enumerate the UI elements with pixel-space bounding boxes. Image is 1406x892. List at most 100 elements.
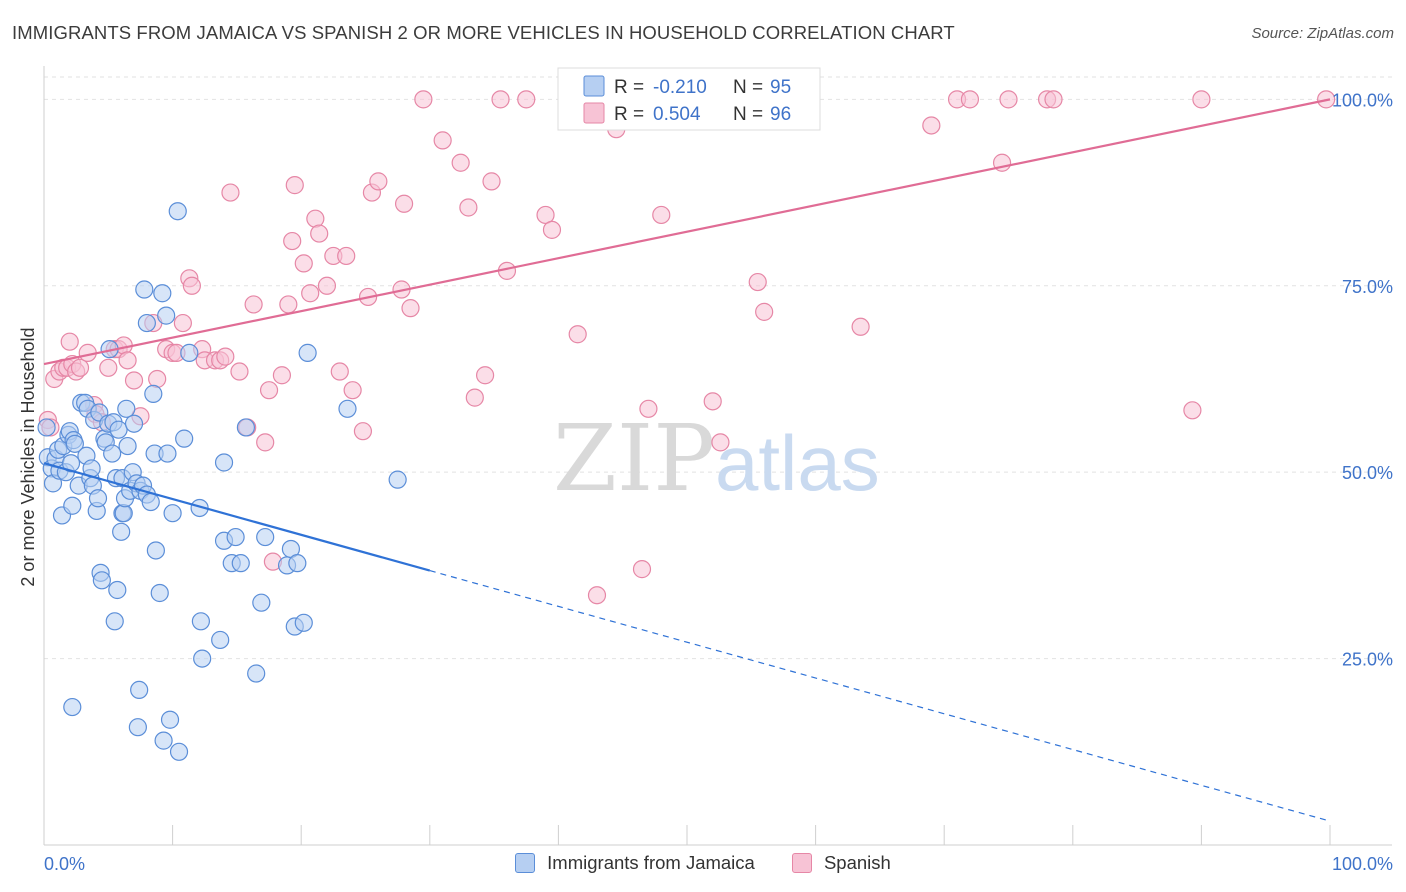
spanish-point — [1192, 90, 1211, 109]
spanish-point — [459, 198, 478, 217]
jamaica-point — [294, 613, 313, 632]
y-tick-label: 75.0% — [1342, 277, 1393, 297]
spanish-point — [999, 90, 1018, 109]
legend-jamaica-r-label: R = — [614, 77, 644, 98]
spanish-point — [148, 369, 167, 389]
stats-legend: R = -0.210 N = 95 R = 0.504 N = 96 — [557, 67, 821, 131]
spanish-point — [118, 351, 137, 370]
legend-item-jamaica: Immigrants from Jamaica — [515, 852, 755, 874]
spanish-point — [256, 433, 275, 452]
jamaica-point — [214, 453, 234, 472]
jamaica-point — [168, 202, 187, 221]
spanish-point — [70, 358, 90, 377]
spanish-point — [1044, 90, 1063, 109]
jamaica-trend-extension — [429, 570, 1331, 822]
spanish-point — [285, 176, 304, 195]
jamaica-point — [388, 470, 407, 489]
jamaica-trend-line — [43, 462, 431, 572]
legend-item-jamaica-swatch — [515, 853, 536, 873]
legend-spanish-r-label: R = — [614, 104, 644, 125]
jamaica-point — [88, 489, 108, 508]
source-credit: Source: ZipAtlas.com — [1251, 25, 1394, 42]
x-tick-label: 100.0% — [1332, 854, 1393, 874]
spanish-point — [517, 90, 536, 109]
spanish-point — [703, 392, 722, 411]
spanish-point — [451, 153, 470, 172]
spanish-point — [306, 209, 325, 228]
spanish-point — [401, 299, 420, 318]
jamaica-point — [180, 343, 199, 362]
spanish-point — [294, 254, 313, 273]
y-tick-label: 100.0% — [1332, 90, 1393, 110]
spanish-trend-line — [43, 98, 1331, 366]
y-axis-label: 2 or more Vehicles in Household — [18, 327, 38, 586]
jamaica-point — [118, 436, 137, 456]
spanish-point — [748, 272, 767, 292]
spanish-point — [491, 90, 510, 109]
trend-lines — [43, 98, 1331, 822]
legend-spanish-n-value: 96 — [770, 104, 791, 125]
spanish-point — [310, 224, 329, 243]
jamaica-point — [117, 399, 136, 418]
jamaica-point — [154, 731, 173, 750]
spanish-point — [755, 302, 774, 321]
spanish-point — [301, 284, 320, 303]
spanish-point — [414, 90, 433, 109]
spanish-point — [317, 276, 337, 295]
spanish-point — [475, 366, 495, 385]
jamaica-point — [338, 399, 357, 418]
jamaica-point — [231, 554, 250, 573]
spanish-point — [632, 560, 652, 579]
jamaica-point — [298, 343, 317, 362]
tick-labels: 25.0% 50.0% 75.0% 100.0% 0.0% 100.0% — [44, 90, 1393, 874]
legend-spanish-n-label: N = — [733, 104, 763, 125]
jamaica-point — [130, 680, 149, 700]
jamaica-point — [108, 580, 127, 600]
legend-item-spanish-label: Spanish — [823, 852, 891, 873]
watermark-atlas: atlas — [715, 419, 880, 507]
spanish-point — [922, 116, 941, 135]
legend-item-spanish: Spanish — [791, 852, 891, 874]
spanish-point — [283, 231, 302, 251]
jamaica-point — [92, 571, 111, 590]
jamaica-point — [193, 649, 212, 668]
jamaica-point — [169, 742, 189, 761]
jamaica-point — [63, 697, 82, 717]
spanish-point — [711, 433, 730, 452]
jamaica-point — [109, 420, 128, 439]
spanish-point — [482, 172, 501, 191]
jamaica-point — [137, 313, 156, 333]
y-tick-label: 25.0% — [1342, 650, 1393, 670]
jamaica-point — [144, 384, 163, 403]
spanish-point — [272, 366, 292, 385]
legend-jamaica-r-value: -0.210 — [653, 77, 707, 98]
spanish-point — [124, 371, 144, 390]
spanish-point — [244, 295, 263, 314]
series-legend: Immigrants from Jamaica Spanish — [0, 852, 1406, 878]
spanish-point — [433, 131, 452, 150]
jamaica-point — [146, 541, 165, 560]
jamaica-point — [112, 522, 131, 541]
spanish-point — [1183, 401, 1202, 420]
jamaica-point — [105, 612, 124, 631]
spanish-point — [330, 362, 349, 381]
jamaica-point — [63, 496, 82, 515]
jamaica-point — [150, 583, 169, 603]
jamaica-point — [252, 593, 271, 612]
spanish-point — [230, 362, 249, 381]
watermark-zip: ZIP — [553, 405, 715, 512]
legend-spanish-swatch — [583, 102, 605, 124]
spanish-point — [851, 317, 870, 336]
spanish-point — [182, 276, 201, 295]
y-tick-label: 50.0% — [1342, 463, 1393, 483]
spanish-point — [568, 325, 587, 344]
spanish-point — [394, 194, 414, 213]
spanish-point — [60, 332, 79, 351]
spanish-point — [337, 246, 356, 266]
spanish-point — [353, 422, 373, 441]
jamaica-point — [247, 664, 266, 683]
jamaica-point — [103, 444, 122, 463]
spanish-point — [542, 220, 562, 239]
jamaica-point — [160, 710, 180, 729]
